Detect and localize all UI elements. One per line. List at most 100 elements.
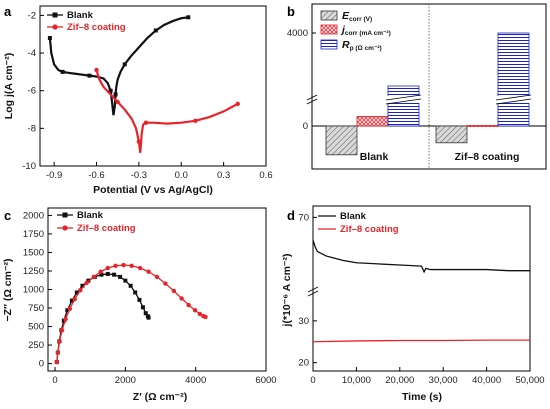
legend-label-rp: Rp (Ω cm⁻²) <box>342 39 382 52</box>
a-point <box>60 69 65 74</box>
d-series-line-1 <box>312 339 530 343</box>
panel-c-letter: c <box>4 208 11 223</box>
c-point <box>99 272 104 277</box>
panel-d-series <box>312 239 530 343</box>
c-point <box>137 297 142 302</box>
c-point <box>112 272 117 277</box>
legend-label-zif8-c: Zif–8 coating <box>77 223 136 234</box>
c-point <box>65 308 70 313</box>
c-point <box>140 305 145 310</box>
c-xtick-label: 6000 <box>255 375 276 386</box>
panel-b: b 4000 0 Ecorr (V) jcorr (mA cm⁻²) Rp (Ω… <box>287 3 547 170</box>
b-bar-0-1 <box>435 125 468 144</box>
d-ytick-label: 20 <box>298 358 309 369</box>
a-point <box>136 139 142 144</box>
a-point <box>47 36 52 40</box>
b-bar-break-line <box>385 98 422 105</box>
c-point <box>118 274 123 279</box>
a-point <box>235 101 240 107</box>
c-point <box>171 288 177 294</box>
c-point <box>57 339 62 344</box>
b-category-blank: Blank <box>360 151 389 163</box>
c-ytick-label: 750 <box>28 303 44 314</box>
c-point <box>69 298 74 303</box>
d-xtick-label: 10,000 <box>342 375 371 386</box>
a-ytick-label: -10 <box>22 161 36 172</box>
a-point <box>143 120 149 125</box>
d-axis-break-2 <box>307 290 319 297</box>
c-point <box>84 280 89 286</box>
c-point <box>105 271 110 276</box>
c-ytick-label: 0 <box>39 359 44 370</box>
legend-label-zif8: Zif–8 coating <box>67 22 126 33</box>
c-point <box>203 314 208 320</box>
c-point <box>80 283 85 288</box>
b-axis-break-1 <box>306 94 318 101</box>
b-bar-break-gap <box>387 96 420 103</box>
legend-swatch-jcorr <box>320 24 338 35</box>
b-ytick-label-4000: 4000 <box>287 28 308 39</box>
b-bar-break-line <box>385 94 422 101</box>
legend-label-blank-d: Blank <box>340 211 367 222</box>
panel-c: c 0 2000 4000 6000 0 250 500 750 1000 1250 1500 175… <box>2 207 277 403</box>
c-point <box>67 306 73 311</box>
b-ytick-label-0: 0 <box>303 121 308 132</box>
c-ytick-label: 2000 <box>23 210 44 221</box>
legend-label-ecorr: Ecorr (V) <box>342 10 372 23</box>
c-point <box>146 315 151 320</box>
d-xtick-label: 30,000 <box>429 375 458 386</box>
legend-marker-blank-c <box>62 212 68 218</box>
c-point <box>113 263 118 268</box>
c-point <box>154 274 160 280</box>
c-point <box>128 283 133 288</box>
panel-c-legend: Blank Zif–8 coating <box>57 210 136 234</box>
a-series-line-1 <box>95 69 239 153</box>
panel-a-legend: Blank Zif–8 coating <box>47 10 126 33</box>
c-series-line-1 <box>56 264 206 363</box>
panel-c-ylabel: −Z″ (Ω cm⁻²) <box>2 258 14 321</box>
panel-d: d 0 10,000 20,000 30,000 40,000 50,000703020 … <box>281 205 545 403</box>
legend-marker-blank <box>52 12 58 18</box>
d-ytick-label: 30 <box>298 316 309 327</box>
a-point <box>153 28 158 33</box>
panel-a-ylabel: Log j(A cm⁻²) <box>3 53 15 119</box>
c-point <box>192 308 198 313</box>
c-xtick-label: 4000 <box>185 375 206 386</box>
c-point <box>72 296 77 302</box>
panel-a-ticks: -0.9 -0.6 -0.3 0.0 0.3 0.6 -2 -4 -6 -8 -10 <box>22 10 272 181</box>
panel-a-frame <box>39 5 267 167</box>
panel-a-xlabel: Potential (V vs Ag/AgCl) <box>93 184 213 196</box>
panel-a-series <box>47 15 240 153</box>
legend-label-jcorr: jcorr (mA cm⁻²) <box>340 24 391 37</box>
a-point <box>108 88 113 93</box>
c-point <box>197 311 203 317</box>
panel-d-xlabel: Time (s) <box>402 391 442 403</box>
a-xtick-label: 0.3 <box>217 170 230 181</box>
c-xtick-label: 0 <box>52 375 57 386</box>
a-point <box>193 118 198 124</box>
c-point <box>143 311 148 316</box>
panel-b-legend: Ecorr (V) jcorr (mA cm⁻²) Rp (Ω cm⁻²) <box>320 10 391 52</box>
c-point <box>74 290 79 295</box>
panel-a: a -0.9 -0.6 -0.3 0.0 0.3 0.6 -2 -4 -6 -8 -10 Blank… <box>3 4 273 196</box>
b-bar-break-line <box>495 98 532 105</box>
c-point <box>61 318 66 323</box>
b-axis-break-2 <box>306 98 318 105</box>
a-xtick-label: 0.6 <box>259 170 272 181</box>
c-point <box>98 269 103 274</box>
c-ytick-label: 1000 <box>23 285 44 296</box>
c-point <box>133 290 138 295</box>
c-point <box>55 350 61 355</box>
b-bar-1-1 <box>466 125 499 128</box>
b-bar-break-gap <box>497 96 530 103</box>
a-xtick-label: -0.6 <box>88 170 104 181</box>
d-series-line-0 <box>312 239 530 274</box>
a-ytick-label: -6 <box>28 86 36 97</box>
panel-d-letter: d <box>287 208 295 223</box>
c-point <box>146 269 151 274</box>
panel-b-bars <box>325 32 532 156</box>
c-point <box>137 265 143 271</box>
legend-label-blank-c: Blank <box>77 210 104 221</box>
a-ytick-label: -8 <box>28 123 36 134</box>
c-point <box>54 359 59 365</box>
